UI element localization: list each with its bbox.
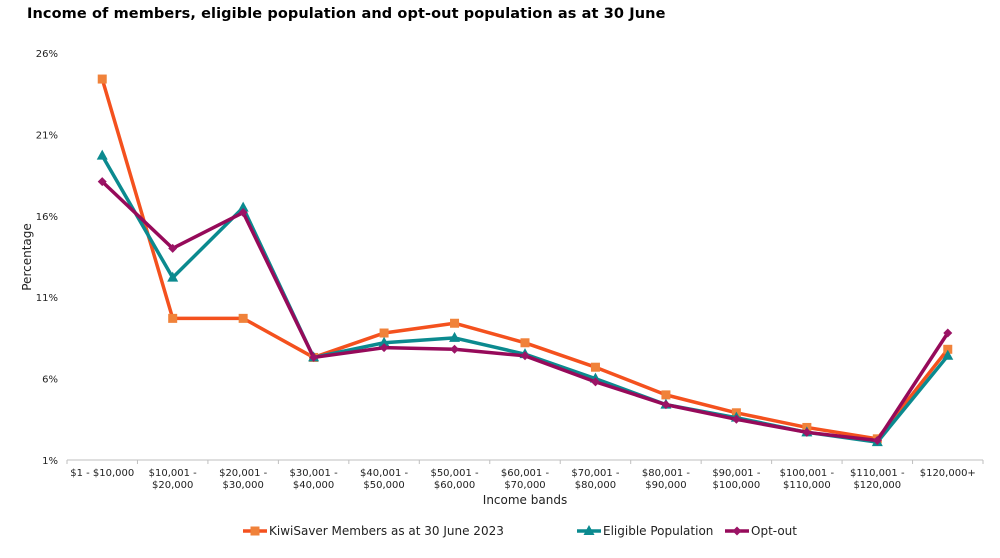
legend-marker [250,526,260,536]
legend-marker [583,525,595,535]
data-point [309,352,319,362]
series-line [101,180,950,443]
data-point [661,390,671,400]
data-point [943,328,953,338]
x-tick-label: $80,001 -$90,000 [642,468,691,491]
data-point [238,208,248,218]
series-3 [97,177,953,445]
legend-label: Eligible Population [603,524,713,538]
data-point [237,201,249,212]
series-2 [96,149,954,447]
x-tick-label: $30,001 -$40,000 [290,468,339,491]
data-point [450,318,460,328]
x-tick-label: $60,001 -$70,000 [501,468,550,491]
data-point [96,149,108,160]
legend-label: Opt-out [751,524,797,538]
x-tick-label: $20,001 -$30,000 [219,468,268,491]
series-line [100,78,950,441]
y-tick-label: 21% [36,130,58,141]
data-point [168,243,178,253]
data-point [379,343,389,353]
x-tick-label: $10,001 -$20,000 [149,468,198,491]
x-tick-label: $1 - $10,000 [70,468,134,479]
data-point [590,362,600,372]
data-point [378,336,390,347]
data-point [943,344,953,354]
y-tick-label: 11% [36,293,58,304]
x-tick-label: $70,001 -$80,000 [571,468,620,491]
data-point [238,313,248,323]
x-tick-label: $100,001 -$110,000 [780,468,835,491]
data-point [97,74,107,84]
x-tick-label: $50,001 -$60,000 [430,468,479,491]
chart-title: Income of members, eligible population a… [27,6,666,22]
data-point [872,435,882,445]
legend-label: KiwiSaver Members as at 30 June 2023 [269,524,504,538]
y-tick-label: 16% [36,212,58,223]
legend-item: Opt-out [725,524,797,538]
y-tick-label: 1% [42,456,58,467]
y-tick-label: 26% [36,49,58,60]
data-point [168,313,178,323]
x-tick-label: $110,001 -$120,000 [850,468,905,491]
legend-item: Eligible Population [577,524,713,538]
data-point [520,351,530,361]
x-tick-label: $40,001 -$50,000 [360,468,409,491]
data-point [379,328,389,338]
data-point [590,377,600,387]
y-axis-title: Percentage [20,223,34,291]
x-axis: $1 - $10,000 $10,001 -$20,000 $20,001 -$30… [66,459,984,491]
data-point [449,331,461,342]
data-point [802,427,812,437]
legend: KiwiSaver Members as at 30 June 2023 Elig… [243,524,797,538]
legend-marker [732,526,742,536]
data-point [942,349,954,360]
data-point [661,400,671,410]
data-point [450,344,460,354]
data-point [520,338,530,348]
data-point [731,414,741,424]
series-1 [97,74,953,444]
y-axis-ticks: 1% 6% 11% 16% 21% 26% [36,49,58,467]
x-axis-title: Income bands [483,493,567,507]
series-layer [96,74,954,447]
data-point [97,177,107,187]
series-line [100,154,950,444]
x-tick-label: $120,000+ [920,468,976,479]
y-tick-label: 6% [42,375,58,386]
data-point [167,271,179,282]
x-tick-label: $90,001 -$100,000 [712,468,761,491]
legend-item: KiwiSaver Members as at 30 June 2023 [243,524,504,538]
